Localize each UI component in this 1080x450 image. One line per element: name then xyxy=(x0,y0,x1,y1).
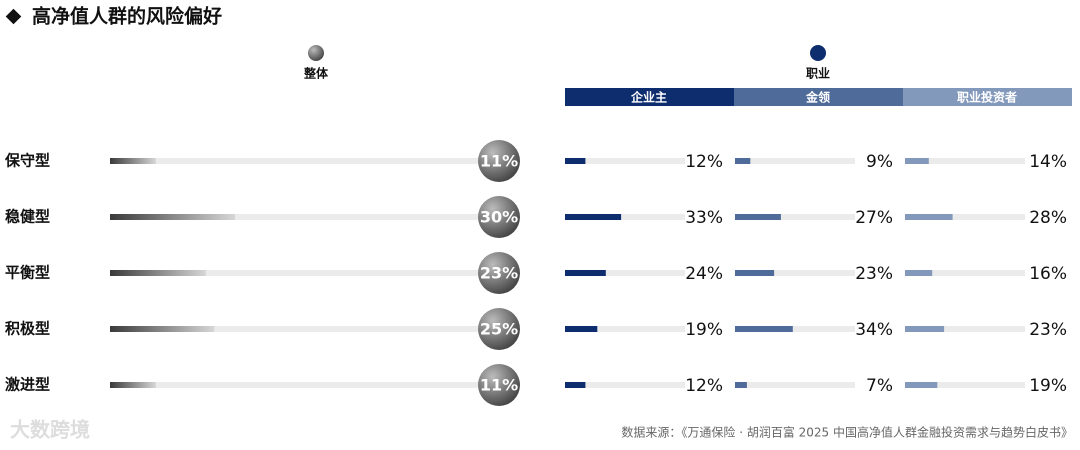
bar-track xyxy=(110,382,485,388)
value-label: 23% xyxy=(1029,320,1067,340)
bar xyxy=(905,382,938,388)
value-label: 23% xyxy=(855,264,893,284)
category-label: 积极型 xyxy=(5,320,50,338)
legend-label: 企业主 xyxy=(630,90,667,105)
bar xyxy=(905,158,929,164)
value-label: 16% xyxy=(1029,264,1067,284)
value-badge xyxy=(478,308,520,350)
bar-track xyxy=(905,326,1025,332)
category-label: 保守型 xyxy=(4,152,50,170)
value-label: 7% xyxy=(866,376,893,396)
category-label: 稳健型 xyxy=(5,208,50,226)
bar-track xyxy=(565,326,685,332)
source: 数据来源：《万通保险 · 胡润百富 2025 中国高净值人群金融投资需求与趋势白… xyxy=(621,425,1073,440)
bar xyxy=(110,214,236,220)
bar xyxy=(735,158,751,164)
value-label: 25% xyxy=(480,320,518,339)
bar xyxy=(110,158,156,164)
legend-swatch xyxy=(903,88,1072,106)
legend-label: 职业投资者 xyxy=(957,90,1017,105)
value-label: 9% xyxy=(866,152,893,172)
value-label: 12% xyxy=(685,376,723,396)
bar-track xyxy=(735,270,855,276)
bar-track xyxy=(565,382,685,388)
bar xyxy=(565,270,606,276)
bar xyxy=(565,214,622,220)
value-badge xyxy=(478,196,520,238)
bar xyxy=(110,326,215,332)
bar xyxy=(905,326,945,332)
bar xyxy=(565,326,598,332)
chart-title: 高净值人群的风险偏好 xyxy=(32,5,222,28)
legend-swatch xyxy=(565,88,734,106)
overall-icon xyxy=(308,45,324,61)
value-label: 14% xyxy=(1029,152,1067,172)
overall-label: 整体 xyxy=(303,66,329,81)
bar-track xyxy=(735,158,855,164)
bar xyxy=(905,214,953,220)
occupation-label: 职业 xyxy=(806,66,830,81)
bar xyxy=(735,270,775,276)
value-label: 12% xyxy=(685,152,723,172)
watermark: 大数跨境 xyxy=(10,418,90,442)
bar-track xyxy=(905,158,1025,164)
bar xyxy=(110,270,206,276)
value-label: 27% xyxy=(855,208,893,228)
value-label: 28% xyxy=(1029,208,1067,228)
bar xyxy=(905,270,933,276)
category-label: 平衡型 xyxy=(5,264,50,282)
value-label: 19% xyxy=(1029,376,1067,396)
legend-label: 金领 xyxy=(805,90,830,105)
value-badge xyxy=(478,364,520,406)
value-label: 11% xyxy=(480,152,518,171)
bar xyxy=(735,214,781,220)
bar xyxy=(735,382,747,388)
bar xyxy=(110,382,156,388)
bar xyxy=(565,158,586,164)
value-badge xyxy=(478,140,520,182)
value-badge xyxy=(478,252,520,294)
bar-track xyxy=(905,382,1025,388)
value-label: 19% xyxy=(685,320,723,340)
category-label: 激进型 xyxy=(5,376,50,394)
bar-track xyxy=(110,270,485,276)
title-diamond xyxy=(5,8,22,25)
bar-track xyxy=(735,382,855,388)
bar xyxy=(735,326,793,332)
value-label: 23% xyxy=(480,264,518,283)
bar-track xyxy=(565,158,685,164)
bar-track xyxy=(110,326,485,332)
legend-swatch xyxy=(734,88,903,106)
value-label: 24% xyxy=(685,264,723,284)
bar-track xyxy=(735,214,855,220)
bar-track xyxy=(110,158,485,164)
bar xyxy=(565,382,586,388)
value-label: 11% xyxy=(480,376,518,395)
bar-track xyxy=(735,326,855,332)
bar-track xyxy=(565,214,685,220)
bar-track xyxy=(905,214,1025,220)
bar-track xyxy=(905,270,1025,276)
value-label: 30% xyxy=(480,208,518,227)
bar-track xyxy=(565,270,685,276)
bar-track xyxy=(110,214,485,220)
value-label: 33% xyxy=(685,208,723,228)
value-label: 34% xyxy=(855,320,893,340)
occupation-icon xyxy=(810,45,826,61)
